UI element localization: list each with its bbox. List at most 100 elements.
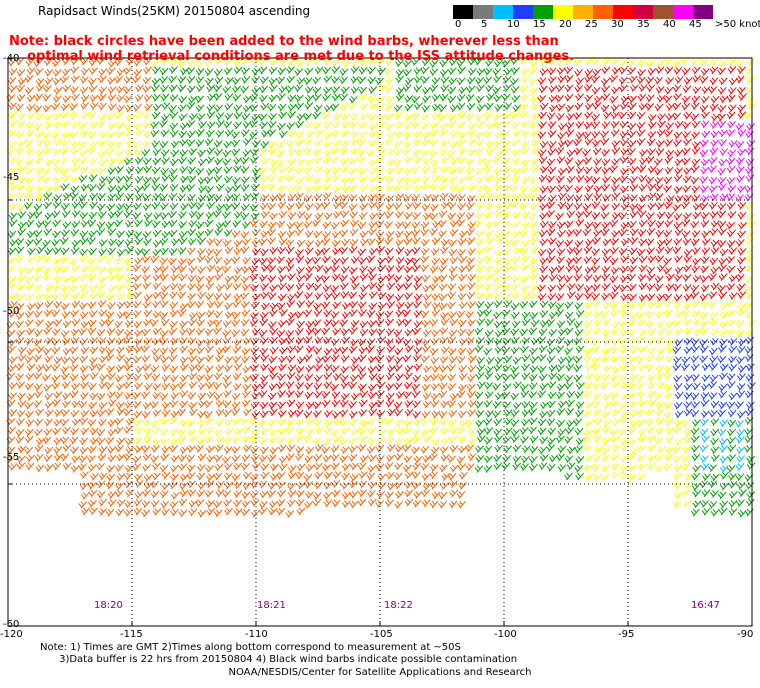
wind-barb xyxy=(447,95,457,104)
wind-barb xyxy=(745,408,755,417)
wind-barb xyxy=(691,472,701,481)
wind-barb xyxy=(540,165,549,174)
colorbar-label: 45 xyxy=(689,19,702,30)
wind-barb xyxy=(690,392,700,401)
wind-barb xyxy=(539,274,548,283)
wind-barb xyxy=(394,121,404,130)
wind-barb xyxy=(404,103,414,112)
wind-barb xyxy=(357,248,367,257)
wind-barb xyxy=(627,148,636,156)
wind-barb xyxy=(27,247,36,256)
wind-barb xyxy=(368,123,378,131)
wind-barb xyxy=(708,464,717,473)
wind-barb xyxy=(368,454,377,463)
wind-barb xyxy=(97,266,107,275)
wind-barb xyxy=(52,328,61,337)
wind-barb xyxy=(673,375,683,383)
wind-barb xyxy=(124,508,133,517)
wind-barb xyxy=(519,229,529,238)
wind-barb xyxy=(699,428,709,437)
wind-barb xyxy=(537,418,547,427)
wind-barb xyxy=(602,57,611,66)
wind-barb xyxy=(475,212,484,220)
wind-barb xyxy=(431,237,441,246)
wind-barb xyxy=(267,129,276,138)
wind-barb xyxy=(197,427,207,435)
wind-barb xyxy=(710,338,719,346)
wind-barb xyxy=(394,437,404,446)
wind-barb xyxy=(313,382,323,391)
wind-barb xyxy=(232,77,241,86)
wind-barb xyxy=(492,113,502,122)
wind-barb xyxy=(204,176,214,185)
wind-barb xyxy=(231,329,240,338)
wind-barb xyxy=(601,167,611,175)
wind-barb xyxy=(467,400,477,408)
wind-barb xyxy=(402,84,412,93)
wind-barb xyxy=(197,464,206,472)
wind-barb xyxy=(663,185,672,193)
wind-barb xyxy=(602,318,612,327)
wind-barb xyxy=(268,77,278,86)
wind-barb xyxy=(628,265,637,273)
wind-barb xyxy=(323,419,333,428)
wind-barb xyxy=(106,140,116,149)
wind-barb xyxy=(620,195,630,203)
wind-barb xyxy=(403,176,412,185)
wind-barb xyxy=(143,474,153,482)
wind-barb xyxy=(233,428,243,436)
wind-barb xyxy=(458,230,468,239)
wind-barb xyxy=(42,436,52,445)
wind-barb xyxy=(367,427,377,435)
wind-barb xyxy=(34,444,44,453)
wind-barb xyxy=(529,463,538,472)
wind-barb xyxy=(574,202,583,211)
wind-barb xyxy=(701,111,710,120)
wind-barb xyxy=(186,85,196,94)
wind-barb xyxy=(197,177,207,185)
wind-barb xyxy=(538,156,548,165)
wind-barb xyxy=(501,157,511,166)
wind-barb xyxy=(249,417,259,426)
wind-barb xyxy=(736,446,745,455)
wind-barb xyxy=(511,148,521,157)
wind-barb xyxy=(512,444,522,453)
wind-barb xyxy=(700,500,709,508)
wind-barb xyxy=(340,355,350,363)
wind-barb xyxy=(7,426,16,435)
wind-barb xyxy=(159,428,169,437)
wind-barb xyxy=(402,60,412,68)
wind-barb xyxy=(321,111,331,120)
wind-barb xyxy=(745,482,755,490)
wind-barb xyxy=(143,294,153,302)
wind-barb xyxy=(700,275,709,284)
wind-barb xyxy=(312,219,321,228)
wind-barb xyxy=(393,364,403,373)
wind-barb xyxy=(692,489,702,498)
wind-barb xyxy=(637,229,647,237)
wind-barb xyxy=(61,229,70,238)
wind-barb xyxy=(26,67,36,76)
wind-barb xyxy=(636,409,646,417)
wind-barb xyxy=(269,212,278,221)
wind-barb xyxy=(456,94,466,102)
wind-barb xyxy=(278,337,288,346)
wind-barb xyxy=(529,446,539,454)
wind-barb xyxy=(548,94,558,103)
wind-barb xyxy=(402,354,412,363)
pass-time-1820: 18:20 xyxy=(94,600,123,611)
wind-barb xyxy=(214,228,224,237)
wind-barb xyxy=(258,113,268,122)
wind-barb xyxy=(268,147,277,156)
wind-barb xyxy=(295,102,304,111)
wind-barb xyxy=(195,76,205,85)
wind-barb xyxy=(368,408,378,417)
wind-barb xyxy=(449,183,459,192)
wind-barb xyxy=(87,455,96,463)
wind-barb xyxy=(718,390,728,399)
wind-barb xyxy=(465,167,475,175)
wind-barb xyxy=(17,221,27,230)
wind-barb xyxy=(60,265,70,274)
wind-barb xyxy=(447,301,456,310)
wind-barb xyxy=(34,390,44,399)
